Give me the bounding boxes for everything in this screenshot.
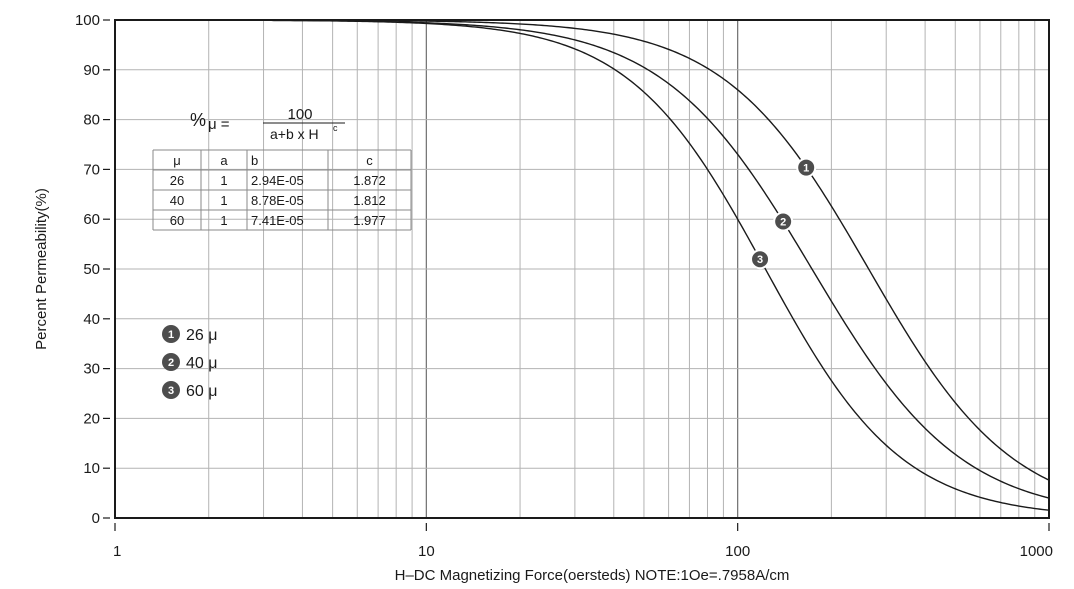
legend-badge-label: 1 — [168, 329, 174, 341]
formula: % μ = 100 a+b x H c — [190, 106, 345, 142]
table-cell: 1.977 — [353, 213, 386, 228]
y-tick-label: 0 — [92, 510, 100, 527]
curve-badge-3 — [750, 249, 771, 270]
grid — [115, 20, 1049, 518]
table-cell: 2.94E-05 — [251, 173, 304, 188]
table-cell: 8.78E-05 — [251, 193, 304, 208]
x-tick-label: 1 — [113, 543, 121, 560]
formula-numerator: 100 — [287, 106, 312, 123]
table-cell: 1.872 — [353, 173, 386, 188]
y-tick-label: 40 — [83, 311, 100, 328]
legend-badge-1 — [162, 325, 180, 343]
x-axis-title: H–DC Magnetizing Force(oersteds) NOTE:1O… — [395, 567, 790, 584]
legend-label: 60 μ — [186, 383, 217, 400]
legend-badge-label: 3 — [168, 385, 174, 397]
plot-frame — [114, 19, 1050, 519]
curve-badge-label-1: 1 — [803, 163, 809, 175]
formula-mu: μ = — [208, 116, 230, 133]
curves: 1 2 3 — [114, 19, 1050, 511]
y-tick-label: 70 — [83, 161, 100, 178]
curve-badge-label-2: 2 — [780, 217, 786, 229]
x-tick-label: 100 — [725, 543, 750, 560]
x-tick-label: 10 — [418, 543, 435, 560]
table-cell: 1 — [220, 193, 227, 208]
legend-label: 26 μ — [186, 327, 217, 344]
table-header-cell: c — [366, 153, 373, 168]
legend-badge-2 — [162, 353, 180, 371]
curve-badge-1 — [796, 157, 817, 178]
y-tick-label: 20 — [83, 410, 100, 427]
table-header-cell: b — [251, 153, 258, 168]
legend-badge-label: 2 — [168, 357, 174, 369]
y-axis-title: Percent Permeability(%) — [33, 188, 50, 350]
table-cell: 7.41E-05 — [251, 213, 304, 228]
series-line-3 — [115, 19, 1050, 511]
table-cell: 40 — [170, 193, 184, 208]
table-cell: 1 — [220, 173, 227, 188]
table-cell: 60 — [170, 213, 184, 228]
y-tick-label: 60 — [83, 211, 100, 228]
formula-denominator: a+b x H — [270, 126, 319, 142]
coefficients-table: μ a b c 26 1 2.94E-05 1.872 40 1 8.78E-05 1.812 60 1 7… — [152, 149, 412, 231]
y-tick-label: 80 — [83, 112, 100, 129]
formula-percent: % — [190, 110, 206, 130]
legend: 1 26 μ 2 40 μ 3 60 μ — [162, 325, 217, 400]
y-tick-label: 50 — [83, 261, 100, 278]
curve-badge-label-3: 3 — [757, 254, 763, 266]
x-tick-label: 1000 — [1020, 543, 1053, 560]
y-tick-label: 100 — [75, 12, 100, 29]
table-cell: 1 — [220, 213, 227, 228]
table-header-cell: μ — [173, 153, 181, 168]
legend-badge-3 — [162, 381, 180, 399]
table-cell: 1.812 — [353, 193, 386, 208]
formula-superscript: c — [333, 123, 338, 133]
y-tick-label: 10 — [83, 460, 100, 477]
legend-label: 40 μ — [186, 355, 217, 372]
table-header-cell: a — [220, 153, 228, 168]
table-cell: 26 — [170, 173, 184, 188]
y-tick-label: 30 — [83, 361, 100, 378]
y-tick-label: 90 — [83, 62, 100, 79]
curve-badge-2 — [773, 211, 794, 232]
series-line-2 — [114, 19, 1050, 499]
